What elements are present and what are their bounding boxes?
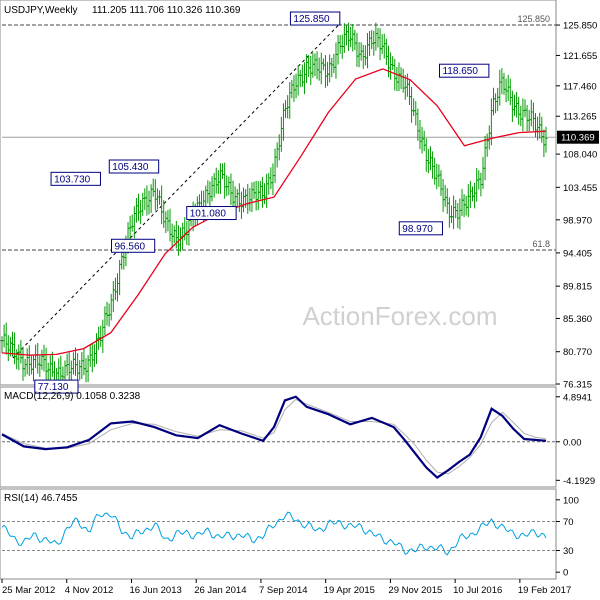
macd-line [1,395,547,479]
annotation-label: 125.850 [293,14,330,25]
price-y-tick-label: 108.040 [563,150,597,161]
x-tick-label: 29 Nov 2015 [388,585,442,596]
macd-y-tick-label: 4.8941 [563,392,592,403]
price-y-tick-label: 94.405 [563,248,592,259]
price-y-tick-label: 117.460 [563,81,597,92]
rsi-panel [0,488,557,580]
x-tick-label: 26 Jan 2014 [194,585,246,596]
macd-title: MACD(12,26,9) 0.1058 0.3238 [4,391,141,402]
price-annotations: 125.850 103.730 105.430 96.560 101.080 118.65… [34,11,490,394]
annotation-label: 118.650 [442,66,478,77]
annotation-box [108,159,160,174]
price-y-tick-label: 113.265 [563,112,597,123]
x-axis: 25 Mar 2012 4 Nov 2012 16 Jun 2013 26 Jan 2… [1,579,571,596]
macd-y-tick-label: 0.00 [563,437,582,448]
reference-line-label: 61.8 [532,239,550,249]
price-y-axis: 125.850 121.655 117.460 113.265 108.040 103.4… [556,21,599,391]
x-tick-label: 19 Feb 2017 [518,585,571,596]
price-y-tick-label: 121.655 [563,51,597,62]
moving-average-line [1,68,547,356]
price-y-tick-label: 103.455 [563,183,597,194]
rsi-y-tick-label: 0 [563,568,568,579]
watermark: ActionForex.com [302,301,497,331]
price-y-tick-label: 85.360 [563,314,592,325]
macd-y-tick-label: -4.1929 [563,476,595,487]
x-tick-label: 25 Mar 2012 [2,585,55,596]
macd-y-axis: 4.8941 0.00 -4.1929 [556,392,595,487]
annotation-label: 103.730 [54,174,91,185]
current-price-label: 110.369 [561,133,595,144]
x-tick-label: 4 Nov 2012 [65,585,114,596]
x-tick-label: 10 Jul 2016 [453,585,502,596]
annotation-box [438,63,490,78]
price-y-tick-label: 125.850 [563,21,597,32]
x-tick-label: 7 Sep 2014 [259,585,308,596]
annotation-box [50,171,101,186]
moving-average [1,68,547,356]
annotation-box [289,11,341,26]
annotation-label: 101.080 [190,209,227,220]
rsi-series [1,511,556,556]
price-y-tick-label: 76.315 [563,380,592,391]
price-y-tick-label: 89.815 [563,282,592,293]
annotation-label: 105.430 [112,162,149,173]
price-y-tick-label: 80.770 [563,347,592,358]
reference-line-label: 125.850 [517,14,550,24]
annotation-box [186,206,237,221]
rsi-y-tick-label: 30 [563,546,574,557]
annotation-box [34,379,79,394]
macd-series [1,395,556,479]
annotation-label: 77.130 [38,382,69,393]
x-tick-label: 19 Apr 2015 [324,585,375,596]
annotation-box [398,221,443,236]
x-tick-label: 16 Jun 2013 [129,585,181,596]
rsi-y-tick-label: 70 [563,517,574,528]
current-price-box [557,130,599,144]
ohlc-values: 111.205 111.706 110.326 110.369 [92,5,241,16]
trendline [12,22,341,359]
symbol-label: USDJPY,Weekly [4,5,78,16]
annotation-label: 96.560 [115,241,146,252]
annotation-label: 98.970 [402,224,433,235]
price-trendline [12,22,341,359]
price-y-tick-label: 98.970 [563,215,592,226]
rsi-title: RSI(14) 46.7455 [4,493,78,504]
annotation-box [111,238,156,253]
rsi-y-axis: 100 70 30 0 [556,495,579,579]
rsi-line [1,511,547,556]
rsi-y-tick-label: 100 [563,495,579,506]
macd-signal-line [1,398,547,475]
macd-panel [0,386,557,488]
